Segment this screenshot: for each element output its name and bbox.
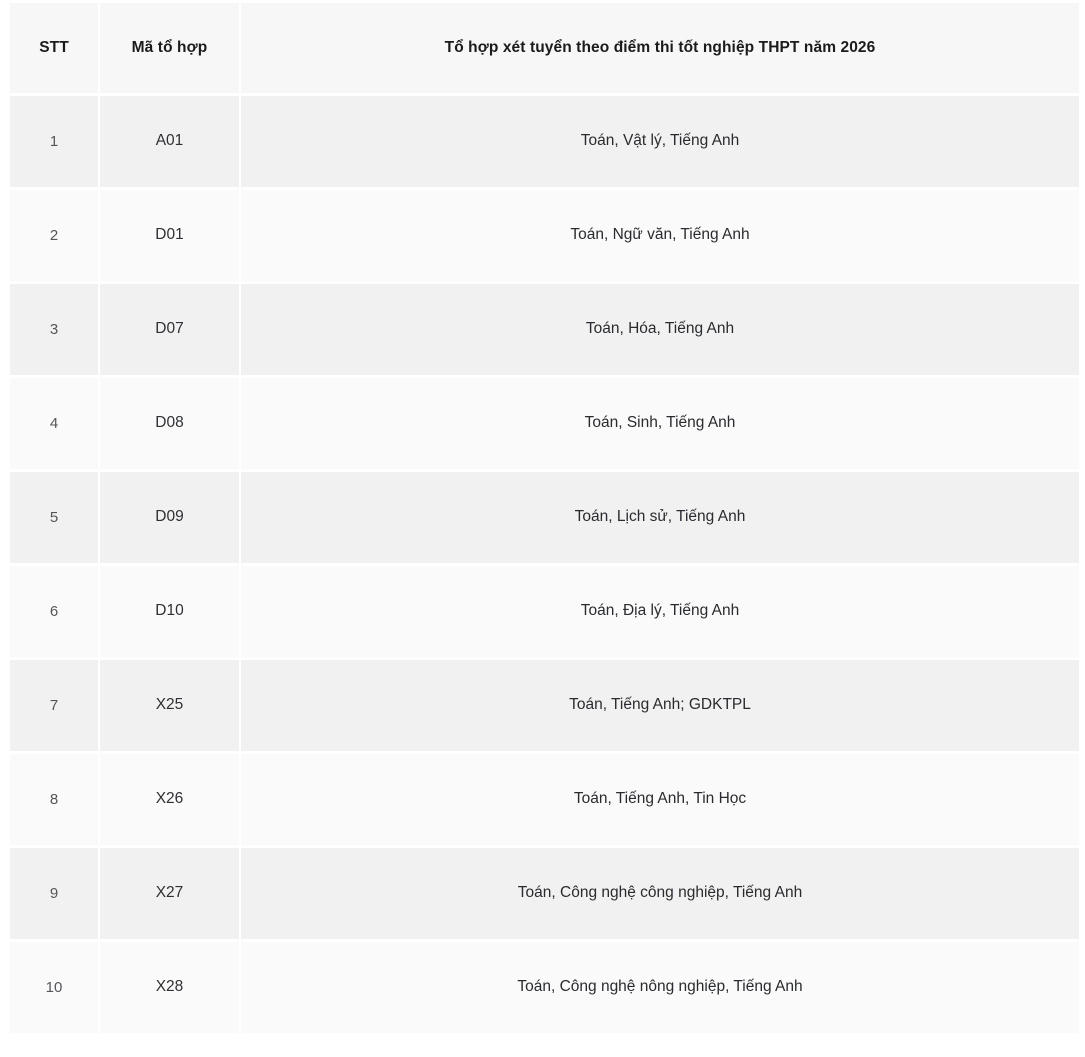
cell-subjects: Toán, Công nghệ nông nghiệp, Tiếng Anh: [241, 942, 1079, 1033]
cell-stt: 1: [10, 96, 98, 187]
cell-subjects: Toán, Công nghệ công nghiệp, Tiếng Anh: [241, 848, 1079, 939]
cell-code: D08: [100, 378, 239, 469]
cell-subjects: Toán, Hóa, Tiếng Anh: [241, 284, 1079, 375]
cell-stt: 5: [10, 472, 98, 563]
cell-code: D07: [100, 284, 239, 375]
cell-stt: 6: [10, 566, 98, 657]
cell-code: X28: [100, 942, 239, 1033]
cell-code: D01: [100, 190, 239, 281]
table-row: 3 D07 Toán, Hóa, Tiếng Anh: [10, 284, 1079, 375]
cell-subjects: Toán, Địa lý, Tiếng Anh: [241, 566, 1079, 657]
cell-stt: 10: [10, 942, 98, 1033]
table-row: 4 D08 Toán, Sinh, Tiếng Anh: [10, 378, 1079, 469]
cell-stt: 4: [10, 378, 98, 469]
cell-code: X27: [100, 848, 239, 939]
cell-code: X25: [100, 660, 239, 751]
table-header: STT Mã tổ hợp Tổ hợp xét tuyển theo điểm…: [10, 3, 1079, 93]
cell-stt: 3: [10, 284, 98, 375]
table-row: 5 D09 Toán, Lịch sử, Tiếng Anh: [10, 472, 1079, 563]
admissions-combination-table: STT Mã tổ hợp Tổ hợp xét tuyển theo điểm…: [8, 0, 1081, 1036]
column-header-stt: STT: [10, 3, 98, 93]
cell-subjects: Toán, Lịch sử, Tiếng Anh: [241, 472, 1079, 563]
cell-code: D10: [100, 566, 239, 657]
cell-stt: 9: [10, 848, 98, 939]
column-header-combination-subjects: Tổ hợp xét tuyển theo điểm thi tốt nghiệ…: [241, 3, 1079, 93]
table-row: 1 A01 Toán, Vật lý, Tiếng Anh: [10, 96, 1079, 187]
cell-stt: 8: [10, 754, 98, 845]
cell-subjects: Toán, Vật lý, Tiếng Anh: [241, 96, 1079, 187]
column-header-combination-code: Mã tổ hợp: [100, 3, 239, 93]
table-body: 1 A01 Toán, Vật lý, Tiếng Anh 2 D01 Toán…: [10, 96, 1079, 1033]
table-row: 2 D01 Toán, Ngữ văn, Tiếng Anh: [10, 190, 1079, 281]
cell-code: D09: [100, 472, 239, 563]
cell-stt: 2: [10, 190, 98, 281]
table-row: 10 X28 Toán, Công nghệ nông nghiệp, Tiến…: [10, 942, 1079, 1033]
cell-stt: 7: [10, 660, 98, 751]
cell-subjects: Toán, Sinh, Tiếng Anh: [241, 378, 1079, 469]
table-row: 6 D10 Toán, Địa lý, Tiếng Anh: [10, 566, 1079, 657]
table-row: 8 X26 Toán, Tiếng Anh, Tin Học: [10, 754, 1079, 845]
cell-subjects: Toán, Tiếng Anh, Tin Học: [241, 754, 1079, 845]
table-row: 9 X27 Toán, Công nghệ công nghiệp, Tiếng…: [10, 848, 1079, 939]
table-header-row: STT Mã tổ hợp Tổ hợp xét tuyển theo điểm…: [10, 3, 1079, 93]
cell-code: X26: [100, 754, 239, 845]
cell-code: A01: [100, 96, 239, 187]
table-row: 7 X25 Toán, Tiếng Anh; GDKTPL: [10, 660, 1079, 751]
cell-subjects: Toán, Tiếng Anh; GDKTPL: [241, 660, 1079, 751]
cell-subjects: Toán, Ngữ văn, Tiếng Anh: [241, 190, 1079, 281]
